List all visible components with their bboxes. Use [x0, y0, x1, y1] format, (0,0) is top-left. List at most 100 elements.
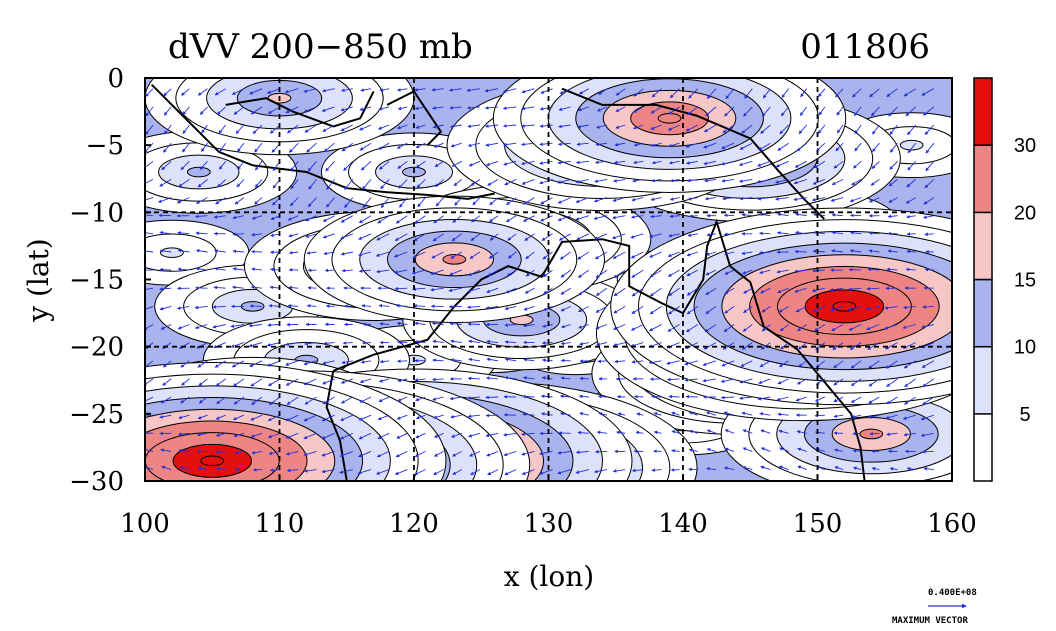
wind-vector — [308, 179, 317, 190]
x-tick-label: 140 — [658, 509, 708, 539]
wind-vector — [486, 339, 499, 344]
wind-vector — [853, 466, 862, 471]
wind-vector — [558, 233, 571, 241]
colorbar-label: 20 — [1014, 202, 1036, 224]
wind-vector — [468, 357, 480, 362]
wind-vector — [850, 360, 862, 369]
wind-vector — [557, 450, 571, 455]
wind-vector — [615, 88, 626, 96]
wind-vector — [359, 142, 372, 151]
wind-vector — [867, 267, 880, 272]
wind-vector — [905, 267, 916, 272]
wind-vector — [848, 267, 862, 272]
wind-vector — [669, 88, 680, 99]
wind-vector — [906, 249, 916, 254]
wind-vector — [217, 179, 227, 188]
wind-vector — [449, 396, 462, 401]
wind-vector — [906, 179, 916, 188]
wind-vector — [865, 305, 880, 311]
wind-vector — [630, 342, 644, 348]
wind-vector — [303, 106, 317, 113]
wind-vector — [593, 233, 608, 240]
wind-vector — [596, 430, 608, 435]
wind-vector — [230, 324, 244, 328]
wind-vector — [922, 396, 935, 405]
wind-vector — [485, 124, 499, 128]
wind-vector — [778, 465, 789, 471]
wind-vector — [178, 448, 190, 453]
wind-vector — [180, 360, 190, 368]
y-tick-label: 0 — [107, 64, 124, 94]
wind-vector — [213, 285, 226, 290]
wind-vector — [362, 197, 372, 209]
wind-vector — [194, 324, 208, 330]
wind-vector — [906, 466, 916, 471]
wind-vector — [668, 106, 680, 115]
wind-vector — [924, 232, 934, 236]
wind-vector — [685, 324, 699, 333]
wind-vector — [470, 179, 481, 186]
wind-vector — [702, 360, 717, 366]
wind-vector — [197, 88, 208, 96]
wind-vector — [817, 124, 826, 134]
wind-vector — [669, 178, 680, 183]
wind-vector — [159, 414, 172, 419]
wind-vector — [636, 412, 644, 417]
wind-vector — [322, 360, 335, 365]
wind-vector — [724, 287, 735, 295]
wind-vector — [177, 267, 190, 272]
wind-vector — [667, 251, 680, 257]
wind-vector — [449, 106, 462, 110]
wind-vector — [307, 286, 317, 290]
wind-vector — [145, 160, 154, 170]
wind-vector — [525, 269, 535, 277]
wind-vector — [868, 197, 880, 203]
wind-vector — [179, 466, 190, 471]
wind-vector — [248, 323, 263, 328]
wind-vector — [160, 324, 172, 330]
wind-vector — [196, 342, 208, 349]
wind-vector — [818, 106, 826, 116]
wind-vector — [376, 269, 390, 274]
wind-vector — [502, 88, 517, 93]
wind-vector — [739, 396, 753, 400]
wind-vector — [415, 396, 426, 402]
wind-vector — [182, 106, 190, 115]
wind-vector — [266, 88, 281, 94]
wind-vector — [250, 432, 263, 438]
wind-vector — [871, 106, 880, 117]
wind-vector — [907, 160, 917, 171]
wind-vector — [578, 324, 589, 329]
wind-vector — [560, 287, 571, 295]
x-tick-label: 160 — [927, 509, 977, 539]
wind-vector — [304, 341, 317, 346]
wind-vector — [268, 304, 281, 308]
wind-vector — [472, 197, 481, 206]
wind-vector — [559, 394, 571, 399]
wind-vector — [340, 396, 354, 404]
wind-vector — [777, 378, 789, 385]
wind-vector — [577, 251, 590, 260]
wind-vector — [521, 106, 535, 111]
colorbar-swatch — [973, 345, 993, 415]
wind-vector — [214, 249, 226, 253]
wind-vector — [576, 142, 589, 146]
wind-vector — [743, 306, 753, 313]
wind-vector — [721, 178, 735, 183]
wind-vector — [866, 324, 880, 331]
wind-vector — [182, 124, 190, 134]
wind-vector — [831, 178, 844, 186]
wind-vector — [233, 106, 245, 115]
wind-vector — [359, 396, 372, 403]
wind-vector — [415, 142, 426, 149]
wind-vector — [322, 124, 335, 132]
colorbar-swatch — [973, 211, 993, 281]
wind-vector — [756, 178, 771, 184]
wind-vector — [903, 360, 916, 369]
wind-vector — [145, 230, 154, 235]
wind-vector — [523, 358, 535, 362]
wind-vector — [504, 305, 517, 311]
wind-vector — [557, 178, 571, 184]
wind-vector — [523, 323, 535, 328]
wind-vector — [721, 142, 735, 149]
